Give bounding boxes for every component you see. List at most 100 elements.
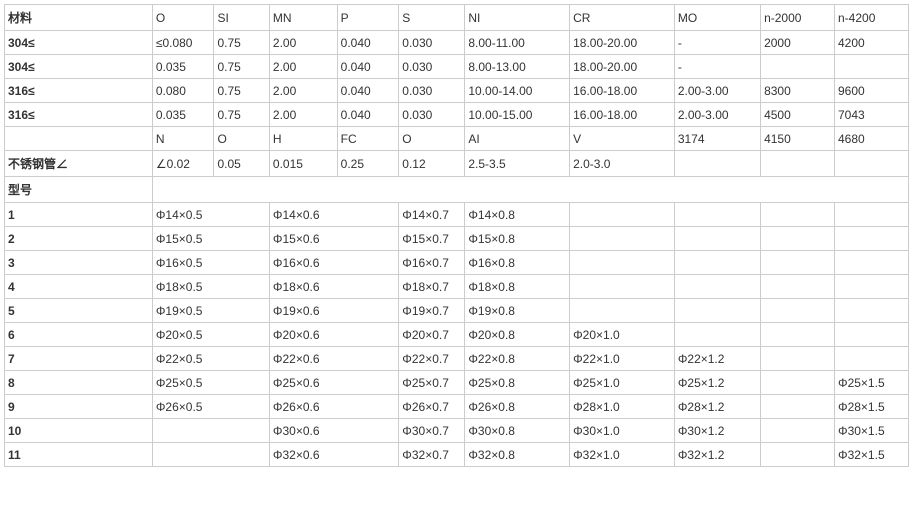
cell: Φ16×0.7 bbox=[399, 251, 465, 275]
cell bbox=[674, 275, 760, 299]
model-row: 6 Φ20×0.5 Φ20×0.6 Φ20×0.7 Φ20×0.8 Φ20×1.… bbox=[5, 323, 909, 347]
header-cell: MO bbox=[674, 5, 760, 31]
cell: Φ19×0.7 bbox=[399, 299, 465, 323]
cell: 4150 bbox=[761, 127, 835, 151]
cell bbox=[835, 151, 909, 177]
cell: ∠0.02 bbox=[152, 151, 214, 177]
cell: 18.00-20.00 bbox=[570, 31, 675, 55]
cell bbox=[761, 395, 835, 419]
cell: Φ18×0.5 bbox=[152, 275, 269, 299]
cell: Φ20×0.8 bbox=[465, 323, 570, 347]
model-row: 7 Φ22×0.5 Φ22×0.6 Φ22×0.7 Φ22×0.8 Φ22×1.… bbox=[5, 347, 909, 371]
cell bbox=[835, 227, 909, 251]
cell: 0.040 bbox=[337, 55, 399, 79]
header-cell: S bbox=[399, 5, 465, 31]
cell: 10.00-14.00 bbox=[465, 79, 570, 103]
material-cell bbox=[5, 127, 153, 151]
model-no: 11 bbox=[5, 443, 153, 467]
model-no: 5 bbox=[5, 299, 153, 323]
header-cell: CR bbox=[570, 5, 675, 31]
cell: ≤0.080 bbox=[152, 31, 214, 55]
cell: Φ30×0.7 bbox=[399, 419, 465, 443]
cell: Φ30×0.8 bbox=[465, 419, 570, 443]
cell bbox=[761, 203, 835, 227]
cell: Φ32×0.8 bbox=[465, 443, 570, 467]
cell: 0.75 bbox=[214, 79, 269, 103]
header-cell: n-4200 bbox=[835, 5, 909, 31]
cell: FC bbox=[337, 127, 399, 151]
cell: Φ28×1.0 bbox=[570, 395, 675, 419]
cell: Φ16×0.5 bbox=[152, 251, 269, 275]
cell: Φ22×0.8 bbox=[465, 347, 570, 371]
model-no: 8 bbox=[5, 371, 153, 395]
cell bbox=[761, 55, 835, 79]
cell bbox=[761, 151, 835, 177]
model-header-row: 型号 bbox=[5, 177, 909, 203]
cell: Φ22×1.0 bbox=[570, 347, 675, 371]
table-row: 304≤ ≤0.080 0.75 2.00 0.040 0.030 8.00-1… bbox=[5, 31, 909, 55]
cell: Φ16×0.8 bbox=[465, 251, 570, 275]
cell: Φ30×0.6 bbox=[269, 419, 398, 443]
cell bbox=[761, 443, 835, 467]
cell bbox=[761, 299, 835, 323]
cell: Φ20×1.0 bbox=[570, 323, 675, 347]
cell: O bbox=[399, 127, 465, 151]
model-no: 4 bbox=[5, 275, 153, 299]
cell bbox=[674, 323, 760, 347]
cell: 2.00 bbox=[269, 31, 337, 55]
model-no: 6 bbox=[5, 323, 153, 347]
cell: Φ20×0.5 bbox=[152, 323, 269, 347]
cell: N bbox=[152, 127, 214, 151]
cell: 0.080 bbox=[152, 79, 214, 103]
model-row: 5 Φ19×0.5 Φ19×0.6 Φ19×0.7 Φ19×0.8 bbox=[5, 299, 909, 323]
cell bbox=[152, 443, 269, 467]
cell bbox=[674, 251, 760, 275]
cell: 0.040 bbox=[337, 31, 399, 55]
model-header-cell: 型号 bbox=[5, 177, 153, 203]
cell: Φ26×0.8 bbox=[465, 395, 570, 419]
cell: 10.00-15.00 bbox=[465, 103, 570, 127]
cell: 3174 bbox=[674, 127, 760, 151]
cell: Φ30×1.5 bbox=[835, 419, 909, 443]
cell bbox=[570, 299, 675, 323]
cell: 2.00 bbox=[269, 55, 337, 79]
cell: Φ32×0.6 bbox=[269, 443, 398, 467]
cell: 8.00-11.00 bbox=[465, 31, 570, 55]
header-cell: 材料 bbox=[5, 5, 153, 31]
cell: 0.040 bbox=[337, 79, 399, 103]
cell: Φ26×0.5 bbox=[152, 395, 269, 419]
material-cell: 304≤ bbox=[5, 55, 153, 79]
material-cell: 304≤ bbox=[5, 31, 153, 55]
cell: Φ15×0.6 bbox=[269, 227, 398, 251]
cell: 8300 bbox=[761, 79, 835, 103]
cell: Φ14×0.7 bbox=[399, 203, 465, 227]
cell: Φ22×1.2 bbox=[674, 347, 760, 371]
cell: 2.00 bbox=[269, 103, 337, 127]
model-row: 4 Φ18×0.5 Φ18×0.6 Φ18×0.7 Φ18×0.8 bbox=[5, 275, 909, 299]
cell: Φ22×0.5 bbox=[152, 347, 269, 371]
header-cell: MN bbox=[269, 5, 337, 31]
cell: Φ32×1.0 bbox=[570, 443, 675, 467]
cell: Φ25×0.5 bbox=[152, 371, 269, 395]
cell: Φ16×0.6 bbox=[269, 251, 398, 275]
cell: Φ32×0.7 bbox=[399, 443, 465, 467]
cell: Φ30×1.0 bbox=[570, 419, 675, 443]
cell: 7043 bbox=[835, 103, 909, 127]
cell: 0.015 bbox=[269, 151, 337, 177]
model-row: 3 Φ16×0.5 Φ16×0.6 Φ16×0.7 Φ16×0.8 bbox=[5, 251, 909, 275]
cell: 0.035 bbox=[152, 55, 214, 79]
cell: 0.040 bbox=[337, 103, 399, 127]
cell: O bbox=[214, 127, 269, 151]
cell: 16.00-18.00 bbox=[570, 79, 675, 103]
cell bbox=[674, 151, 760, 177]
cell: 9600 bbox=[835, 79, 909, 103]
cell: 0.035 bbox=[152, 103, 214, 127]
model-row: 9 Φ26×0.5 Φ26×0.6 Φ26×0.7 Φ26×0.8 Φ28×1.… bbox=[5, 395, 909, 419]
model-row: 11 Φ32×0.6 Φ32×0.7 Φ32×0.8 Φ32×1.0 Φ32×1… bbox=[5, 443, 909, 467]
table-row: N O H FC O AI V 3174 4150 4680 bbox=[5, 127, 909, 151]
cell: Φ20×0.7 bbox=[399, 323, 465, 347]
cell: Φ26×0.6 bbox=[269, 395, 398, 419]
header-cell: NI bbox=[465, 5, 570, 31]
cell bbox=[761, 227, 835, 251]
cell bbox=[761, 419, 835, 443]
